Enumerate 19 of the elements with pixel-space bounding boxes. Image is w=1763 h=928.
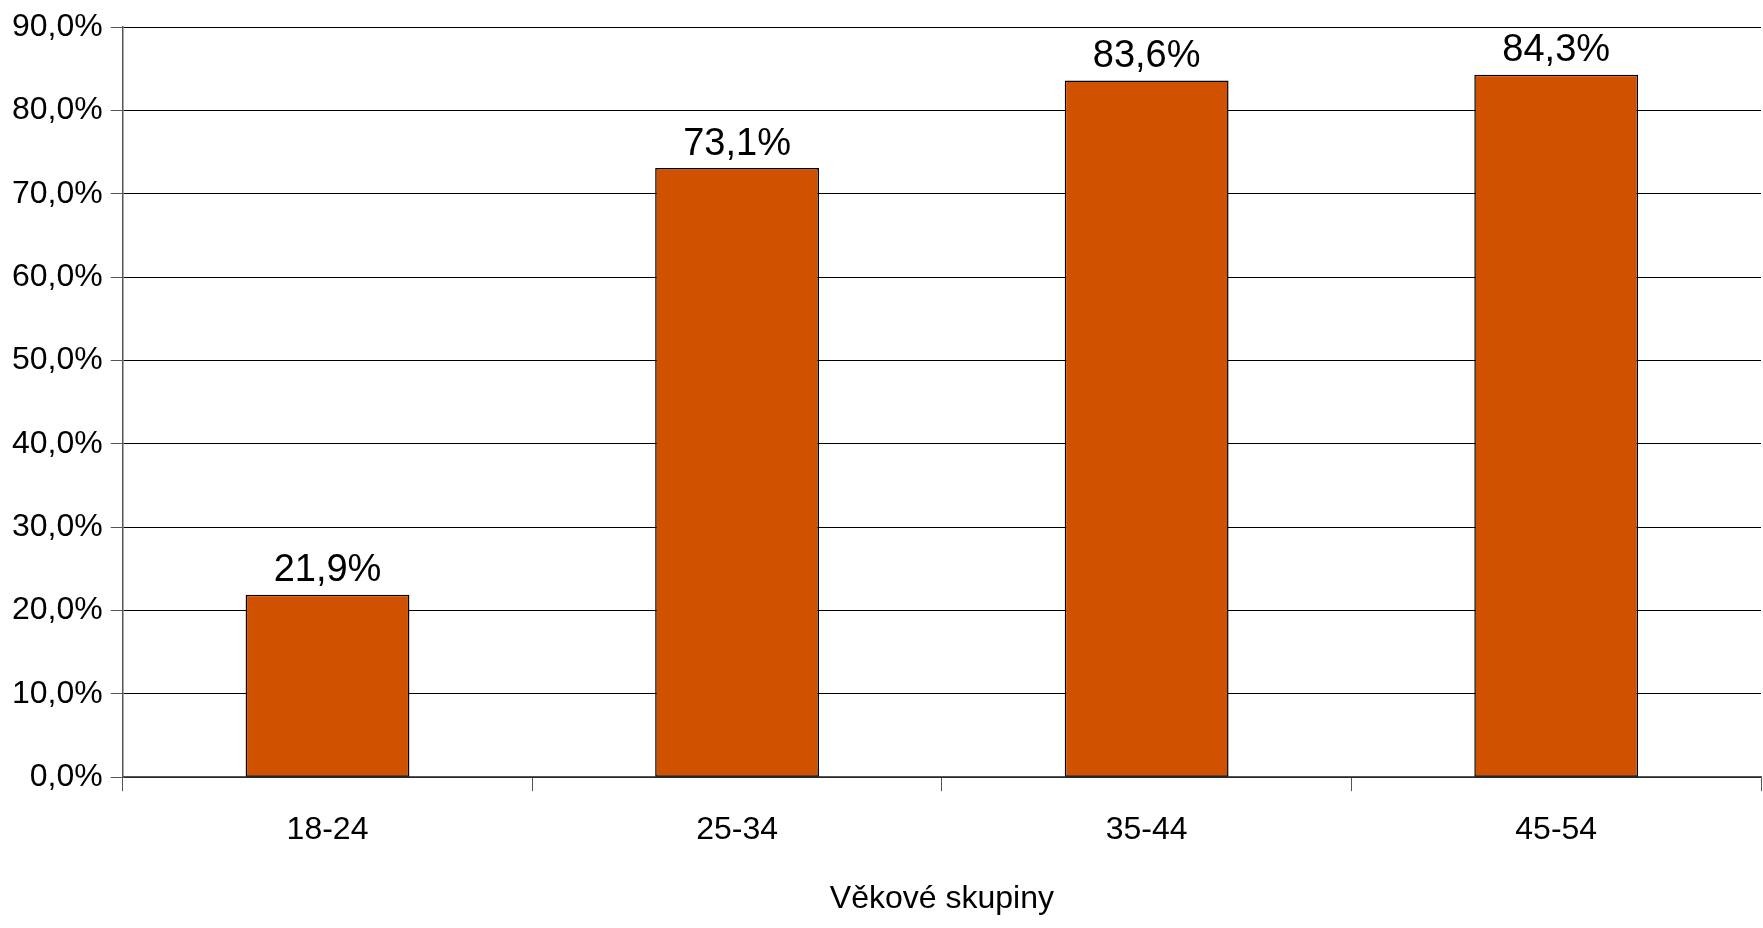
y-tick-label: 10,0% bbox=[12, 673, 103, 710]
x-tick-label: 25-34 bbox=[696, 810, 779, 847]
y-tick-label: 30,0% bbox=[12, 507, 103, 544]
y-tick-label: 70,0% bbox=[12, 173, 103, 210]
y-tick-label: 50,0% bbox=[12, 340, 103, 377]
y-tick-label: 80,0% bbox=[12, 90, 103, 127]
x-axis-title: Věkové skupiny bbox=[829, 878, 1054, 915]
y-tick-label: 60,0% bbox=[12, 257, 103, 294]
data-label: 73,1% bbox=[683, 120, 791, 163]
data-label: 21,9% bbox=[273, 547, 382, 590]
y-tick-label: 90,0% bbox=[12, 7, 103, 44]
x-tick-label: 18-24 bbox=[286, 810, 369, 847]
y-tick-label: 20,0% bbox=[12, 590, 103, 627]
data-label: 84,3% bbox=[1502, 27, 1611, 70]
x-tick-label: 45-54 bbox=[1515, 810, 1598, 847]
x-tick-label: 35-44 bbox=[1105, 810, 1188, 847]
y-tick-label: 0,0% bbox=[29, 757, 103, 794]
data-label: 83,6% bbox=[1092, 33, 1201, 76]
y-tick-label: 40,0% bbox=[12, 423, 103, 460]
